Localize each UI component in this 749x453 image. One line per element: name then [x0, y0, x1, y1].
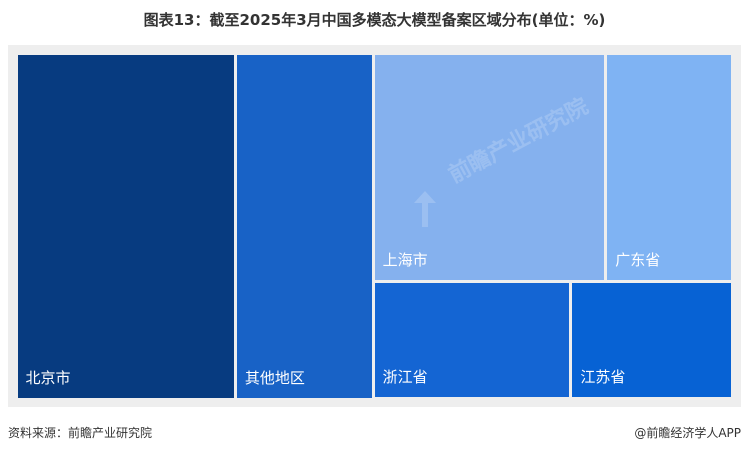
treemap-tile-other-regions: 其他地区 — [236, 54, 372, 398]
treemap-tile-beijing: 北京市 — [17, 54, 234, 398]
treemap-label-guangdong: 广东省 — [615, 250, 661, 269]
source-note: 资料来源：前瞻产业研究院 — [8, 426, 153, 440]
credit-note: @前瞻经济学人APP — [634, 426, 741, 440]
treemap-label-beijing: 北京市 — [25, 368, 71, 387]
chart-title: 图表13：截至2025年3月中国多模态大模型备案区域分布(单位：%) — [143, 11, 606, 29]
treemap-tile-zhejiang: 浙江省 — [374, 282, 570, 398]
treemap-tile-guangdong: 广东省 — [607, 54, 732, 280]
treemap-label-zhejiang: 浙江省 — [382, 368, 428, 387]
treemap-label-other-regions: 其他地区 — [244, 368, 305, 387]
treemap-tile-jiangsu: 江苏省 — [572, 282, 732, 398]
treemap-tile-shanghai: 上海市 — [374, 54, 605, 280]
treemap-label-jiangsu: 江苏省 — [580, 368, 626, 387]
treemap-label-shanghai: 上海市 — [382, 250, 428, 269]
